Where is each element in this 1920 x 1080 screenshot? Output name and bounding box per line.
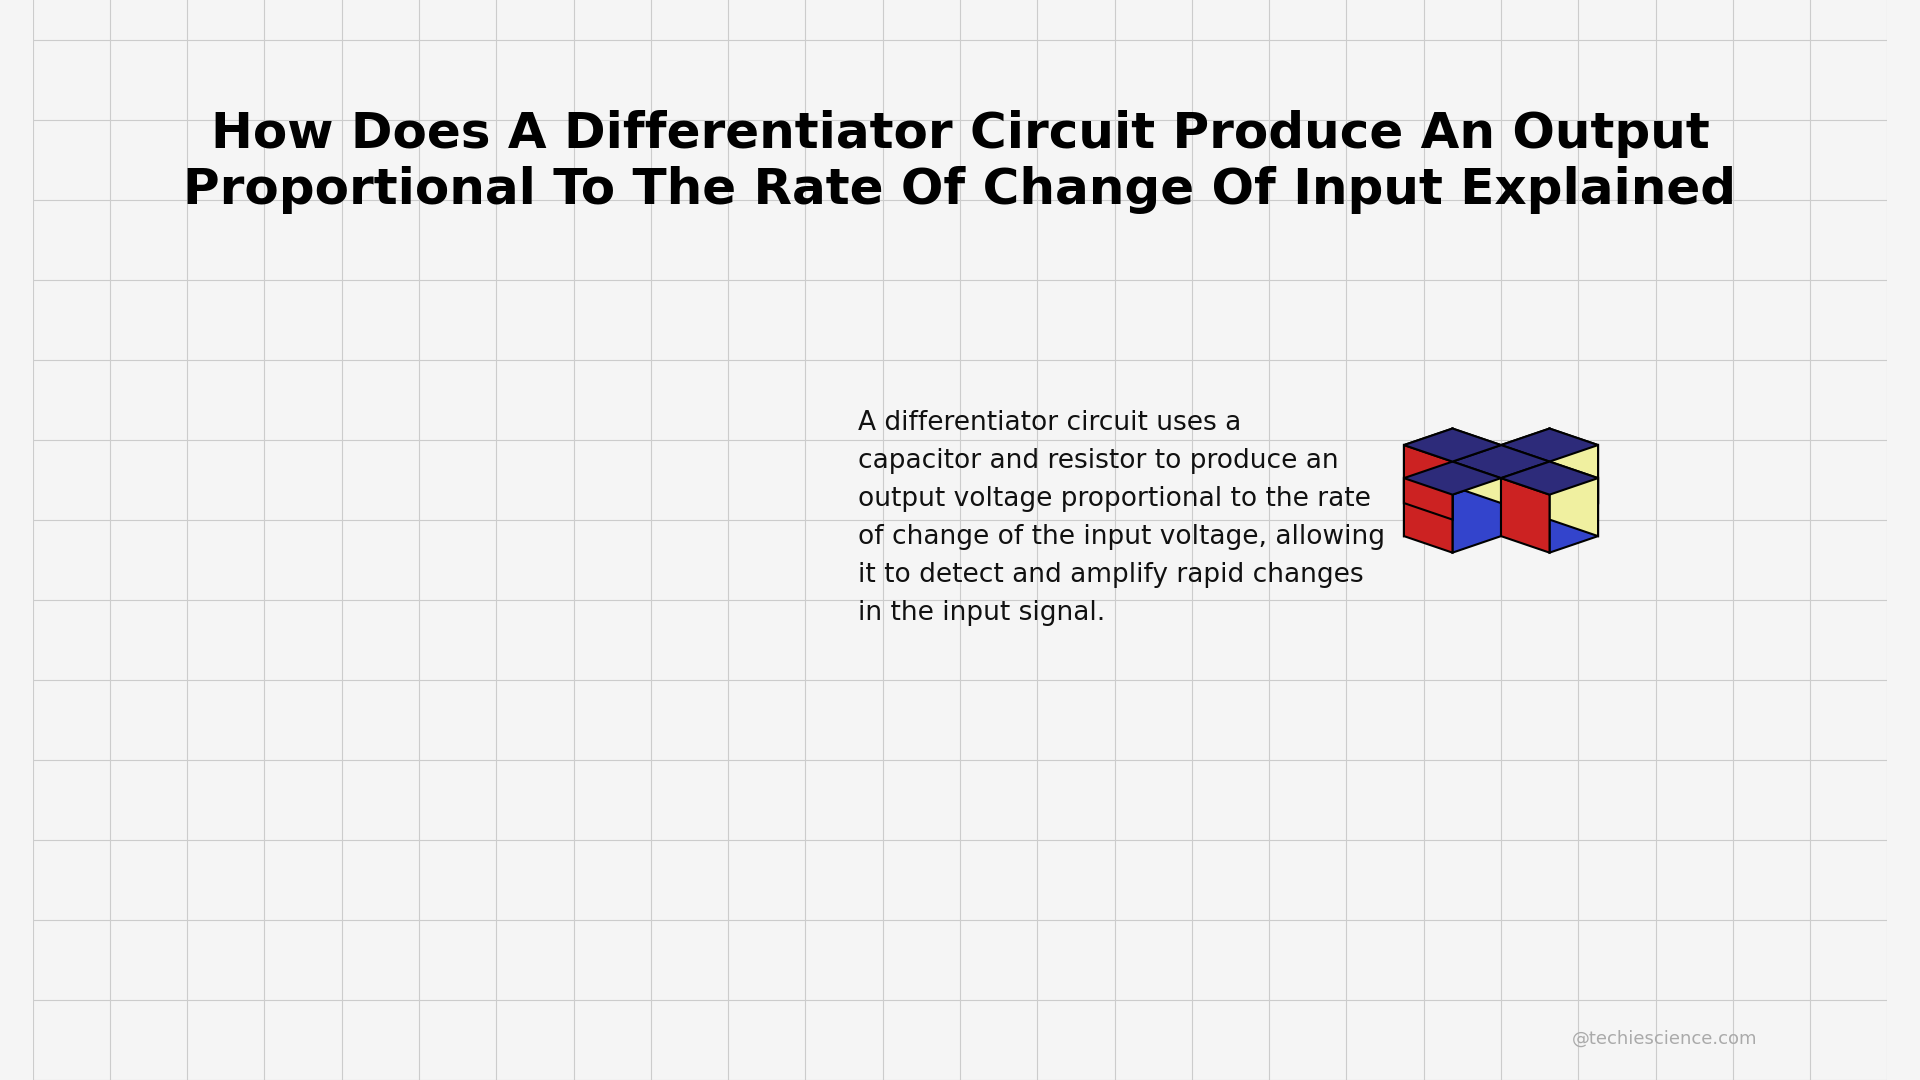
Polygon shape	[1404, 478, 1452, 553]
Polygon shape	[1404, 429, 1501, 461]
Text: @techiescience.com: @techiescience.com	[1572, 1029, 1757, 1048]
Text: A differentiator circuit uses a
capacitor and resistor to produce an
output volt: A differentiator circuit uses a capacito…	[858, 410, 1384, 626]
Polygon shape	[1549, 461, 1597, 536]
Text: How Does A Differentiator Circuit Produce An Output
Proportional To The Rate Of : How Does A Differentiator Circuit Produc…	[184, 110, 1736, 214]
Polygon shape	[1404, 445, 1452, 519]
Polygon shape	[1501, 461, 1597, 495]
Polygon shape	[1549, 429, 1597, 503]
Polygon shape	[1452, 478, 1501, 553]
Polygon shape	[1404, 461, 1501, 495]
Polygon shape	[1549, 478, 1597, 553]
Polygon shape	[1404, 429, 1452, 503]
Polygon shape	[1404, 461, 1452, 536]
Polygon shape	[1501, 429, 1597, 461]
Polygon shape	[1452, 429, 1501, 503]
Polygon shape	[1501, 478, 1549, 553]
Polygon shape	[1452, 445, 1549, 478]
Polygon shape	[1501, 429, 1549, 503]
Polygon shape	[1549, 445, 1597, 519]
